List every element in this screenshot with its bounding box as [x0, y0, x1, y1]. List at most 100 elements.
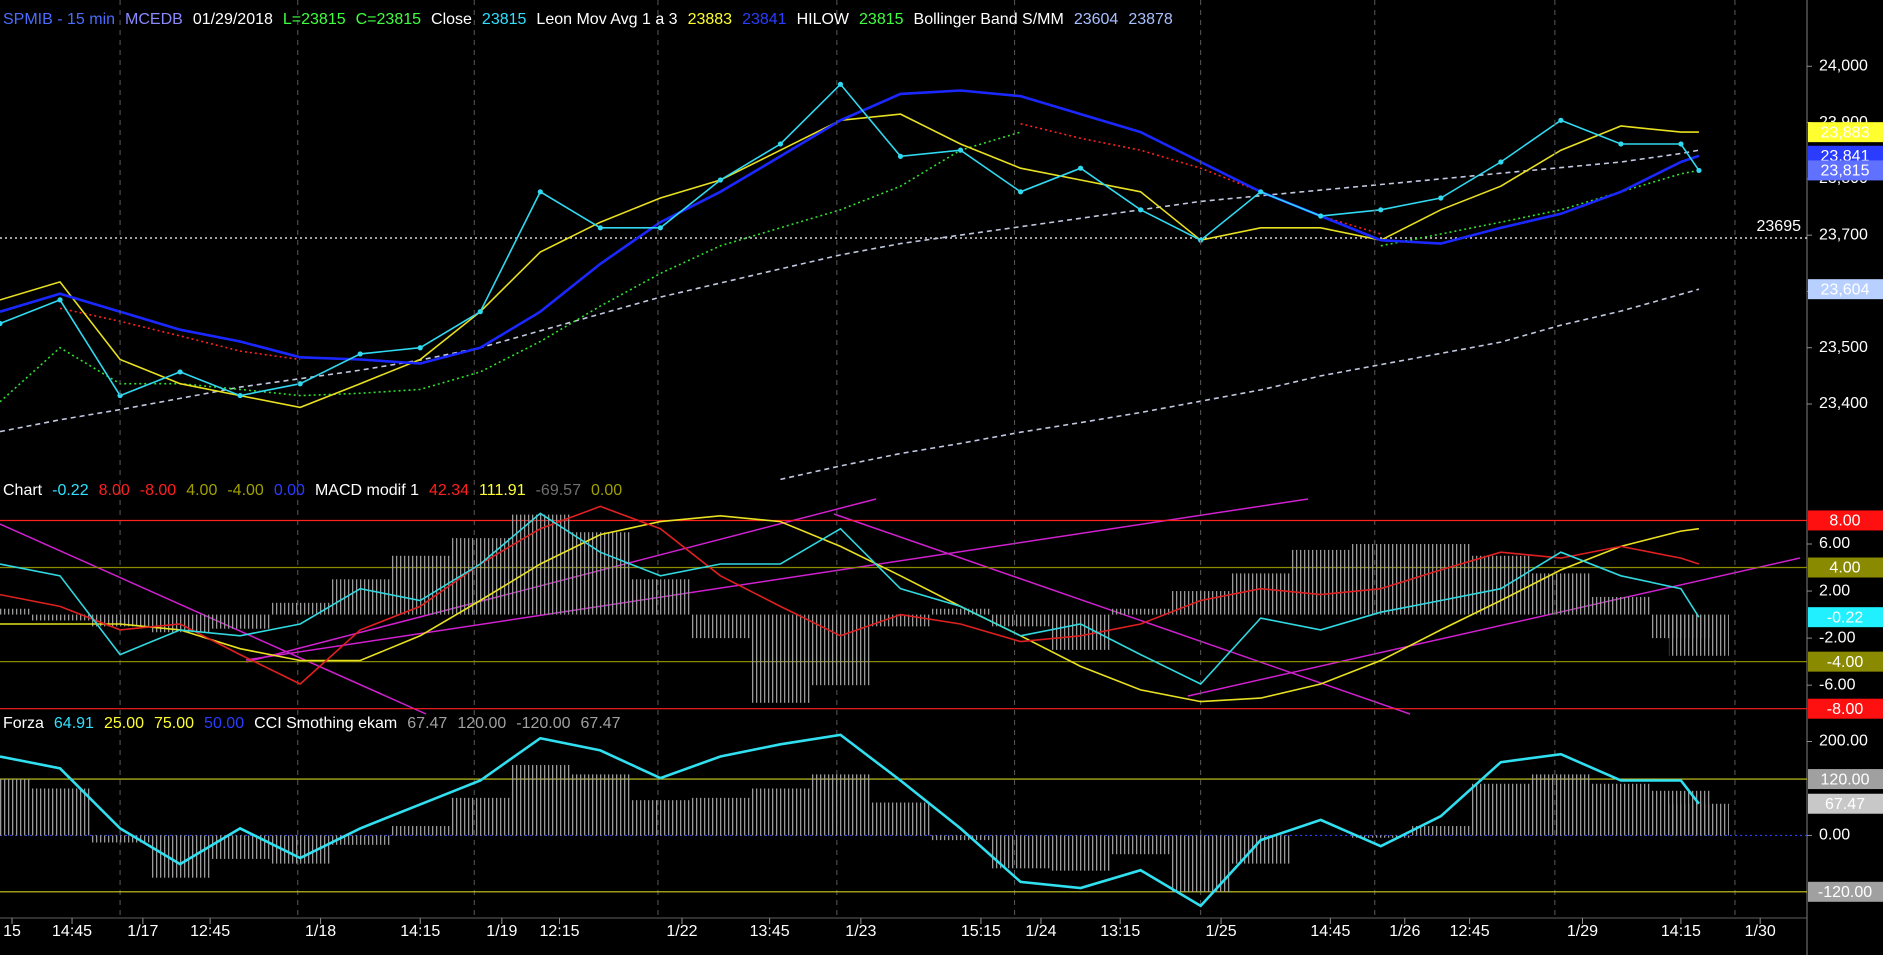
trend-line [245, 498, 1309, 661]
value-box [1808, 510, 1883, 531]
histogram-bar [1350, 544, 1411, 615]
series-line [0, 512, 1700, 685]
price-dot [1558, 117, 1564, 123]
value-box [1808, 607, 1883, 628]
price-dot [1138, 207, 1144, 213]
value-box [1808, 557, 1883, 578]
legend-item: 75.00 [154, 715, 194, 732]
series-line [0, 131, 1700, 403]
price-dot [1077, 165, 1084, 171]
value-box [1808, 698, 1883, 719]
value-box-label: 23,883 [1821, 124, 1870, 141]
x-tick-label: 14:45 [52, 923, 92, 940]
legend-item: 01/29/2018 [193, 11, 273, 28]
histogram-bar [750, 788, 811, 836]
series-line [0, 733, 1700, 908]
price-dot [717, 177, 723, 183]
x-tick-label: 1/29 [1567, 923, 1598, 940]
legend: Forza 64.91 25.00 75.00 50.00 CCI Smothing ek… [3, 715, 621, 732]
legend-item: SPMIB - 15 min [3, 11, 115, 28]
price-dot [1318, 213, 1324, 219]
histogram-bar [1470, 555, 1531, 615]
price-dot [1378, 207, 1384, 213]
legend-item: 8.00 [99, 482, 130, 499]
value-box [1808, 769, 1883, 790]
histogram-bar [1530, 573, 1591, 615]
histogram-bar [1230, 573, 1291, 615]
histogram-bar [1110, 835, 1171, 855]
histogram-bar [1050, 835, 1111, 871]
x-tick-label: 13:45 [750, 923, 790, 940]
histogram-bar [1668, 614, 1729, 656]
histogram-bar [0, 608, 30, 615]
value-box [1808, 279, 1883, 300]
legend-item: -4.00 [227, 482, 264, 499]
legend-item: Bollinger Band S/MM [914, 11, 1064, 28]
histogram-bar [930, 608, 991, 615]
legend-item: MACD modif 1 [315, 482, 419, 499]
series-line [59, 122, 1382, 361]
histogram-bar [150, 835, 211, 878]
legend-item: 0.00 [274, 482, 305, 499]
legend-item: 64.91 [54, 715, 94, 732]
price-dot [837, 81, 844, 87]
histogram-bar [1470, 783, 1531, 836]
value-box-label: -120.00 [1818, 884, 1872, 901]
histogram-bar [210, 614, 271, 629]
price-dot [177, 369, 183, 375]
legend-item: 50.00 [204, 715, 244, 732]
histogram-bar [330, 579, 391, 615]
value-box-label: 23,815 [1821, 163, 1870, 180]
x-tick-label: 15:15 [961, 923, 1001, 940]
legend-item: C=23815 [356, 11, 421, 28]
price-dot [477, 309, 483, 315]
histogram-bar [1350, 835, 1411, 838]
x-tick-label: 1/22 [666, 923, 697, 940]
x-tick-label: 14:15 [1661, 923, 1701, 940]
y-tick-label: 200.00 [1819, 733, 1868, 750]
legend-item: Chart [3, 482, 43, 499]
histogram-bar [570, 774, 631, 836]
histogram-bar [1410, 826, 1471, 836]
legend-item: -120.00 [516, 715, 570, 732]
histogram-bar [690, 797, 751, 836]
x-tick-label: 1/30 [1745, 923, 1776, 940]
legend-item: 120.00 [457, 715, 506, 732]
legend-item: Forza [3, 715, 44, 732]
price-dot [417, 345, 423, 351]
x-tick-label: 13:15 [1100, 923, 1140, 940]
histogram-bar [450, 797, 511, 836]
histogram-bar [810, 774, 871, 836]
legend-item: 111.91 [479, 482, 526, 499]
histogram-bar [990, 614, 1051, 627]
histogram-bar [90, 614, 151, 627]
histogram-bar [1530, 774, 1591, 836]
legend-item: HILOW [797, 11, 850, 28]
y-tick-label: 23,500 [1819, 339, 1868, 356]
y-tick-label: 2.00 [1819, 582, 1850, 599]
value-box-label: -4.00 [1827, 654, 1864, 671]
price-dot [657, 225, 663, 231]
value-box-label: 67.47 [1825, 796, 1865, 813]
price-dot [57, 297, 63, 303]
x-tick-label: 1/17 [127, 923, 158, 940]
x-tick-label: 1/18 [305, 923, 336, 940]
legend-item: 23878 [1128, 11, 1173, 28]
value-box-label: 23,604 [1821, 281, 1870, 298]
panel [0, 505, 1807, 710]
price-dot [297, 381, 303, 387]
price-dot [1618, 141, 1624, 147]
level-label: 23695 [1757, 218, 1802, 235]
series-line [780, 288, 1700, 481]
legend-item: L=23815 [283, 11, 346, 28]
price-dot [957, 147, 964, 153]
series-line [0, 113, 1699, 409]
price-dot [117, 392, 123, 399]
histogram-bar [1590, 783, 1651, 836]
value-box-label: 120.00 [1821, 771, 1870, 788]
legend-item: 0.00 [591, 482, 622, 499]
histogram-bar [690, 614, 751, 639]
x-tick-label: 14:15 [400, 923, 440, 940]
histogram-bar [1110, 608, 1171, 615]
